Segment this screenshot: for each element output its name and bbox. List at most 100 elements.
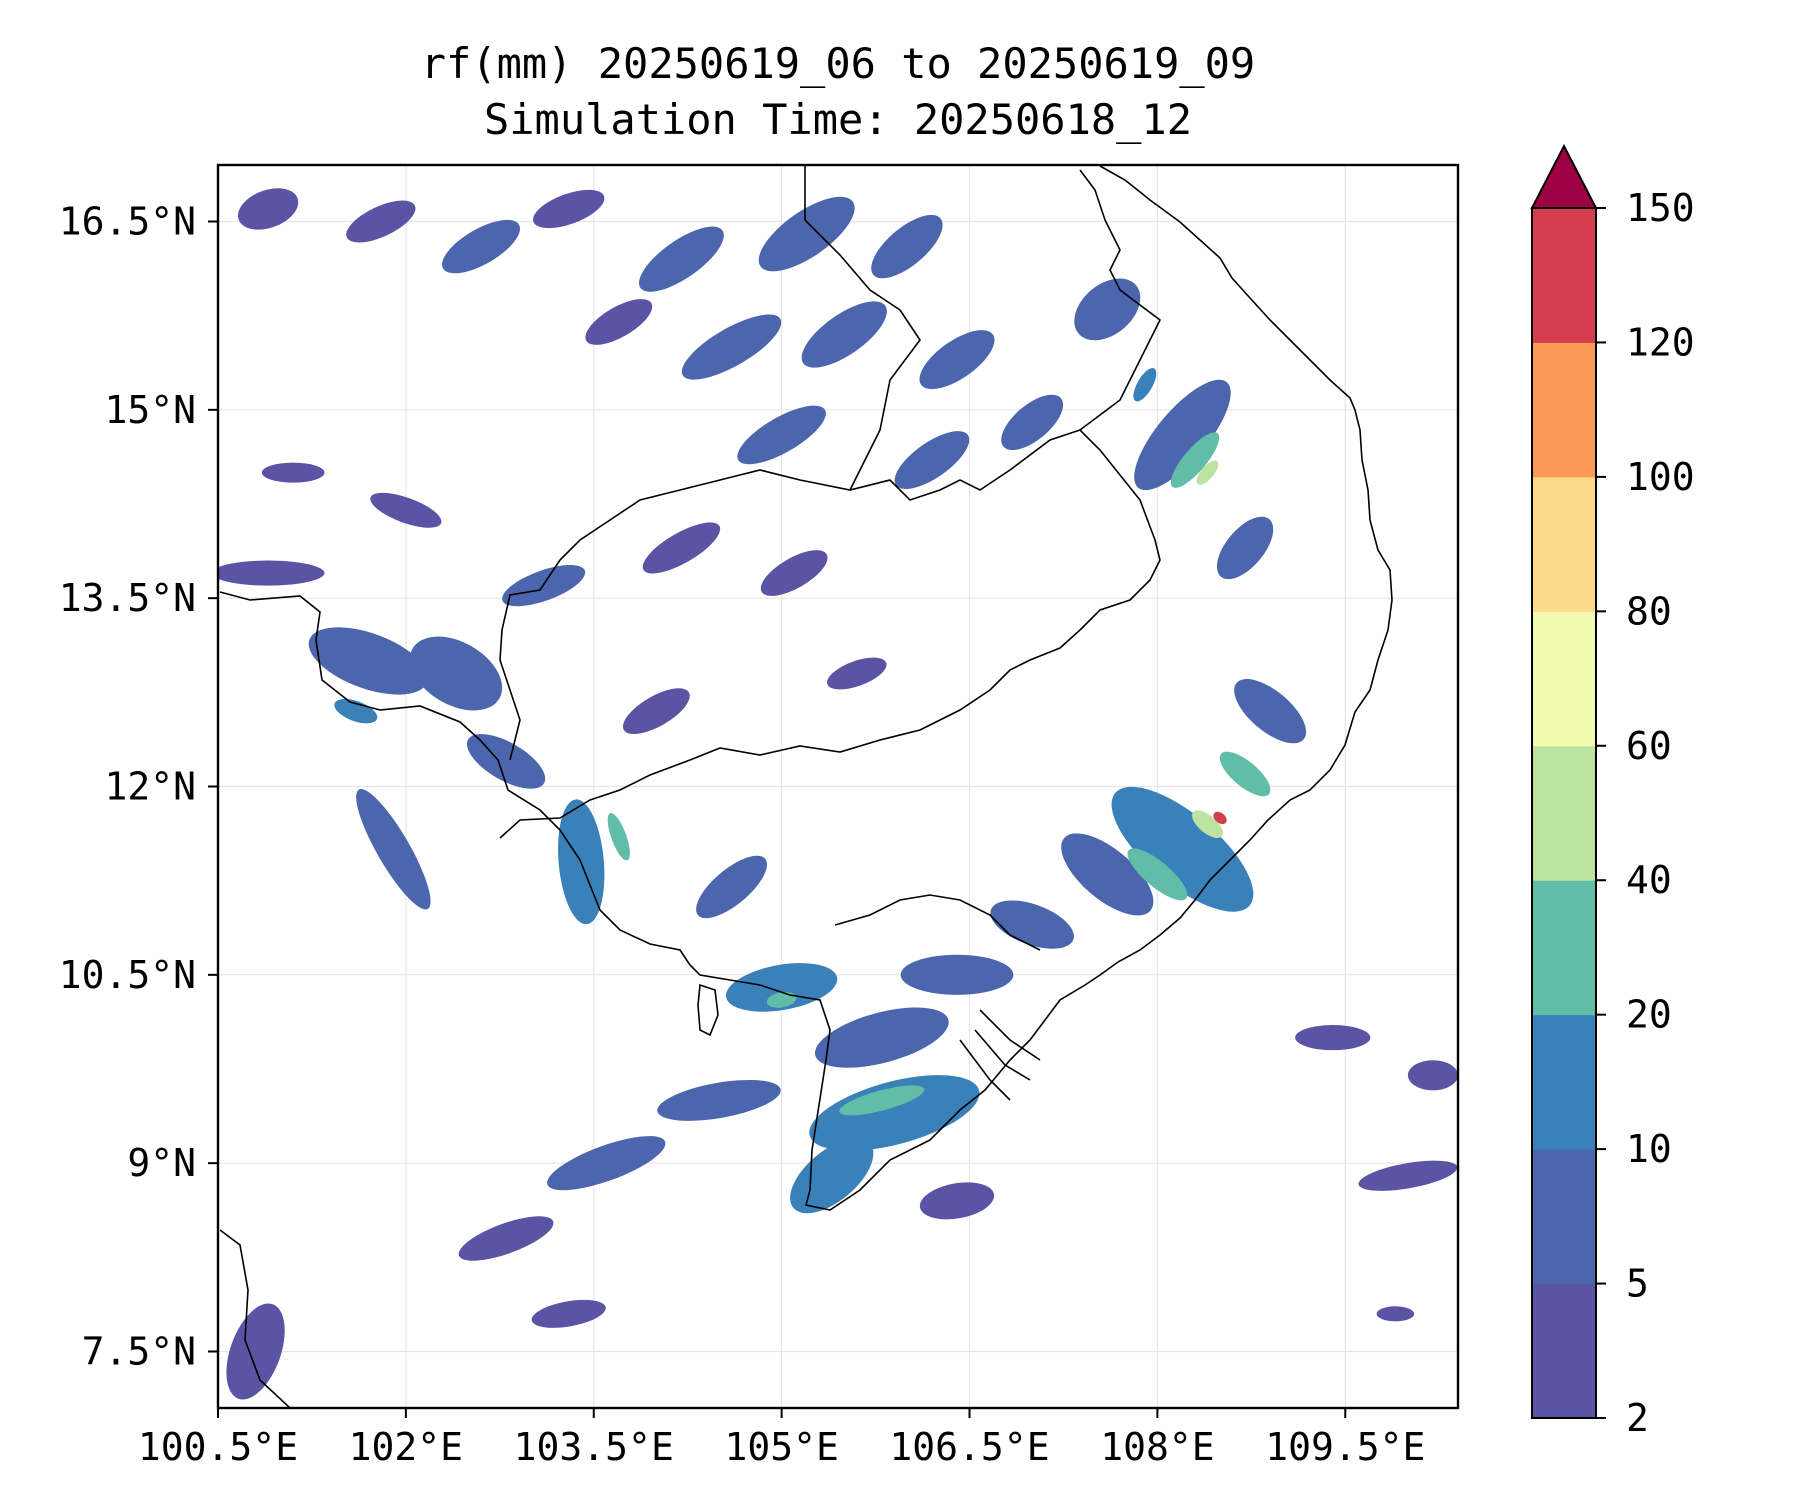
rain-cell: [1358, 1160, 1458, 1191]
rain-cell: [1192, 810, 1223, 838]
rain-cell: [657, 1079, 781, 1121]
colorbar-label: 80: [1626, 589, 1672, 633]
rain-cell: [766, 992, 797, 1008]
rain-cell: [1074, 278, 1141, 341]
rain-cell: [356, 789, 431, 910]
rain-cell: [334, 698, 378, 724]
y-tick-label: 10.5°N: [59, 953, 196, 997]
rain-cell: [1407, 1060, 1458, 1091]
rain-cell: [809, 1075, 980, 1151]
rain-cell: [1134, 379, 1231, 491]
colorbar-segment: [1532, 611, 1596, 747]
rain-cell: [442, 219, 520, 274]
x-tick-label: 105°E: [724, 1425, 838, 1469]
colorbar-label: 20: [1626, 993, 1672, 1037]
rain-cell: [1196, 460, 1219, 485]
coastline-borders: [219, 165, 1393, 1408]
border-vietnam-cambodia-south: [834, 894, 1041, 951]
rain-cell: [531, 1299, 606, 1328]
rain-cell: [308, 627, 428, 695]
rain-cell: [1061, 833, 1154, 916]
colorbar-segment: [1532, 476, 1596, 612]
colorbar-label: 100: [1626, 455, 1695, 499]
rain-cell: [1001, 394, 1064, 451]
rain-cell: [585, 299, 653, 345]
rain-cell: [622, 688, 690, 735]
x-tick-label: 109.5°E: [1265, 1425, 1425, 1469]
colorbar-label: 2: [1626, 1396, 1649, 1440]
rain-cell: [1213, 811, 1227, 825]
rain-cell: [839, 1085, 925, 1116]
rain-cell: [758, 196, 855, 272]
mekong-delta-channels: [959, 1009, 1041, 1101]
rain-cell: [261, 462, 325, 483]
rain-cell: [547, 1136, 666, 1191]
rain-cell: [801, 301, 887, 368]
coastline-malaysia: [219, 1229, 291, 1408]
x-tick-label: 100.5°E: [138, 1425, 298, 1469]
colorbar-segment: [1532, 342, 1596, 478]
y-tick-label: 15°N: [104, 388, 196, 432]
rain-cell: [919, 1182, 995, 1220]
x-tick-label: 106.5°E: [889, 1425, 1049, 1469]
coastline-gulf: [219, 165, 1393, 1211]
rain-cell: [607, 813, 630, 861]
colorbar-segment: [1532, 745, 1596, 881]
rain-cell: [237, 188, 299, 230]
rain-cell: [1170, 432, 1220, 488]
x-tick-label: 103.5°E: [514, 1425, 674, 1469]
rain-cell: [346, 200, 416, 243]
rain-cell: [990, 900, 1074, 949]
rain-cell: [409, 636, 503, 711]
rain-cell: [218, 560, 325, 586]
border-cambodia: [499, 429, 1161, 839]
colorbar-frame: [1531, 207, 1597, 1419]
rain-cell: [638, 226, 724, 292]
y-tick-label: 7.5°N: [82, 1330, 196, 1374]
y-axis-ticks: 16.5°N 15°N 13.5°N 12°N 10.5°N 9°N 7.5°N: [59, 200, 218, 1374]
rain-cell: [458, 1216, 554, 1261]
x-tick-label: 102°E: [349, 1425, 463, 1469]
colorbar-extend-arrow: [1530, 143, 1598, 209]
border-thai-laos: [804, 165, 921, 491]
colorbar-label: 10: [1626, 1127, 1672, 1171]
colorbar-label: 5: [1626, 1262, 1649, 1306]
rain-cell: [1295, 1025, 1371, 1051]
chart-title: rf(mm) 20250619_06 to 20250619_09: [421, 39, 1255, 88]
rain-cell: [790, 1138, 874, 1214]
x-tick-label: 108°E: [1100, 1425, 1214, 1469]
colorbar-segment: [1532, 1283, 1596, 1419]
colorbar-label: 150: [1626, 186, 1695, 230]
rain-cell: [1376, 1306, 1415, 1322]
colorbar-segment: [1532, 1149, 1596, 1285]
rain-cell: [681, 314, 782, 380]
rain-cell: [533, 189, 605, 229]
rain-cell: [226, 1303, 285, 1400]
rainfall-contours: [218, 188, 1458, 1400]
y-tick-label: 13.5°N: [59, 576, 196, 620]
rain-cell: [760, 550, 828, 596]
rain-cell: [1219, 751, 1271, 797]
rain-cell: [827, 657, 887, 690]
rain-cell: [1234, 679, 1307, 744]
y-tick-label: 9°N: [127, 1141, 196, 1185]
chart-subtitle: Simulation Time: 20250618_12: [484, 95, 1192, 144]
rain-cell: [871, 214, 943, 279]
border-laos: [1079, 169, 1162, 431]
rain-cell: [919, 330, 995, 390]
rain-cell: [737, 405, 826, 465]
colorbar-segment: [1532, 1014, 1596, 1150]
colorbar-label: 120: [1626, 320, 1695, 364]
rain-cell: [370, 492, 442, 528]
rain-cell: [900, 954, 1014, 995]
colorbar-segment: [1532, 880, 1596, 1016]
colorbar-segment: [1532, 208, 1596, 343]
rain-cell: [1111, 786, 1254, 912]
x-axis-ticks: 100.5°E 102°E 103.5°E 105°E 106.5°E 108°E 109.…: [138, 1408, 1425, 1469]
y-tick-label: 12°N: [104, 765, 196, 809]
colorbar: 2 5 10 20 40 60 80 100 120 150: [1530, 143, 1695, 1440]
rain-cell: [1216, 516, 1274, 580]
rain-cell: [1127, 848, 1188, 901]
rain-cell: [814, 1007, 949, 1068]
colorbar-label: 60: [1626, 724, 1672, 768]
